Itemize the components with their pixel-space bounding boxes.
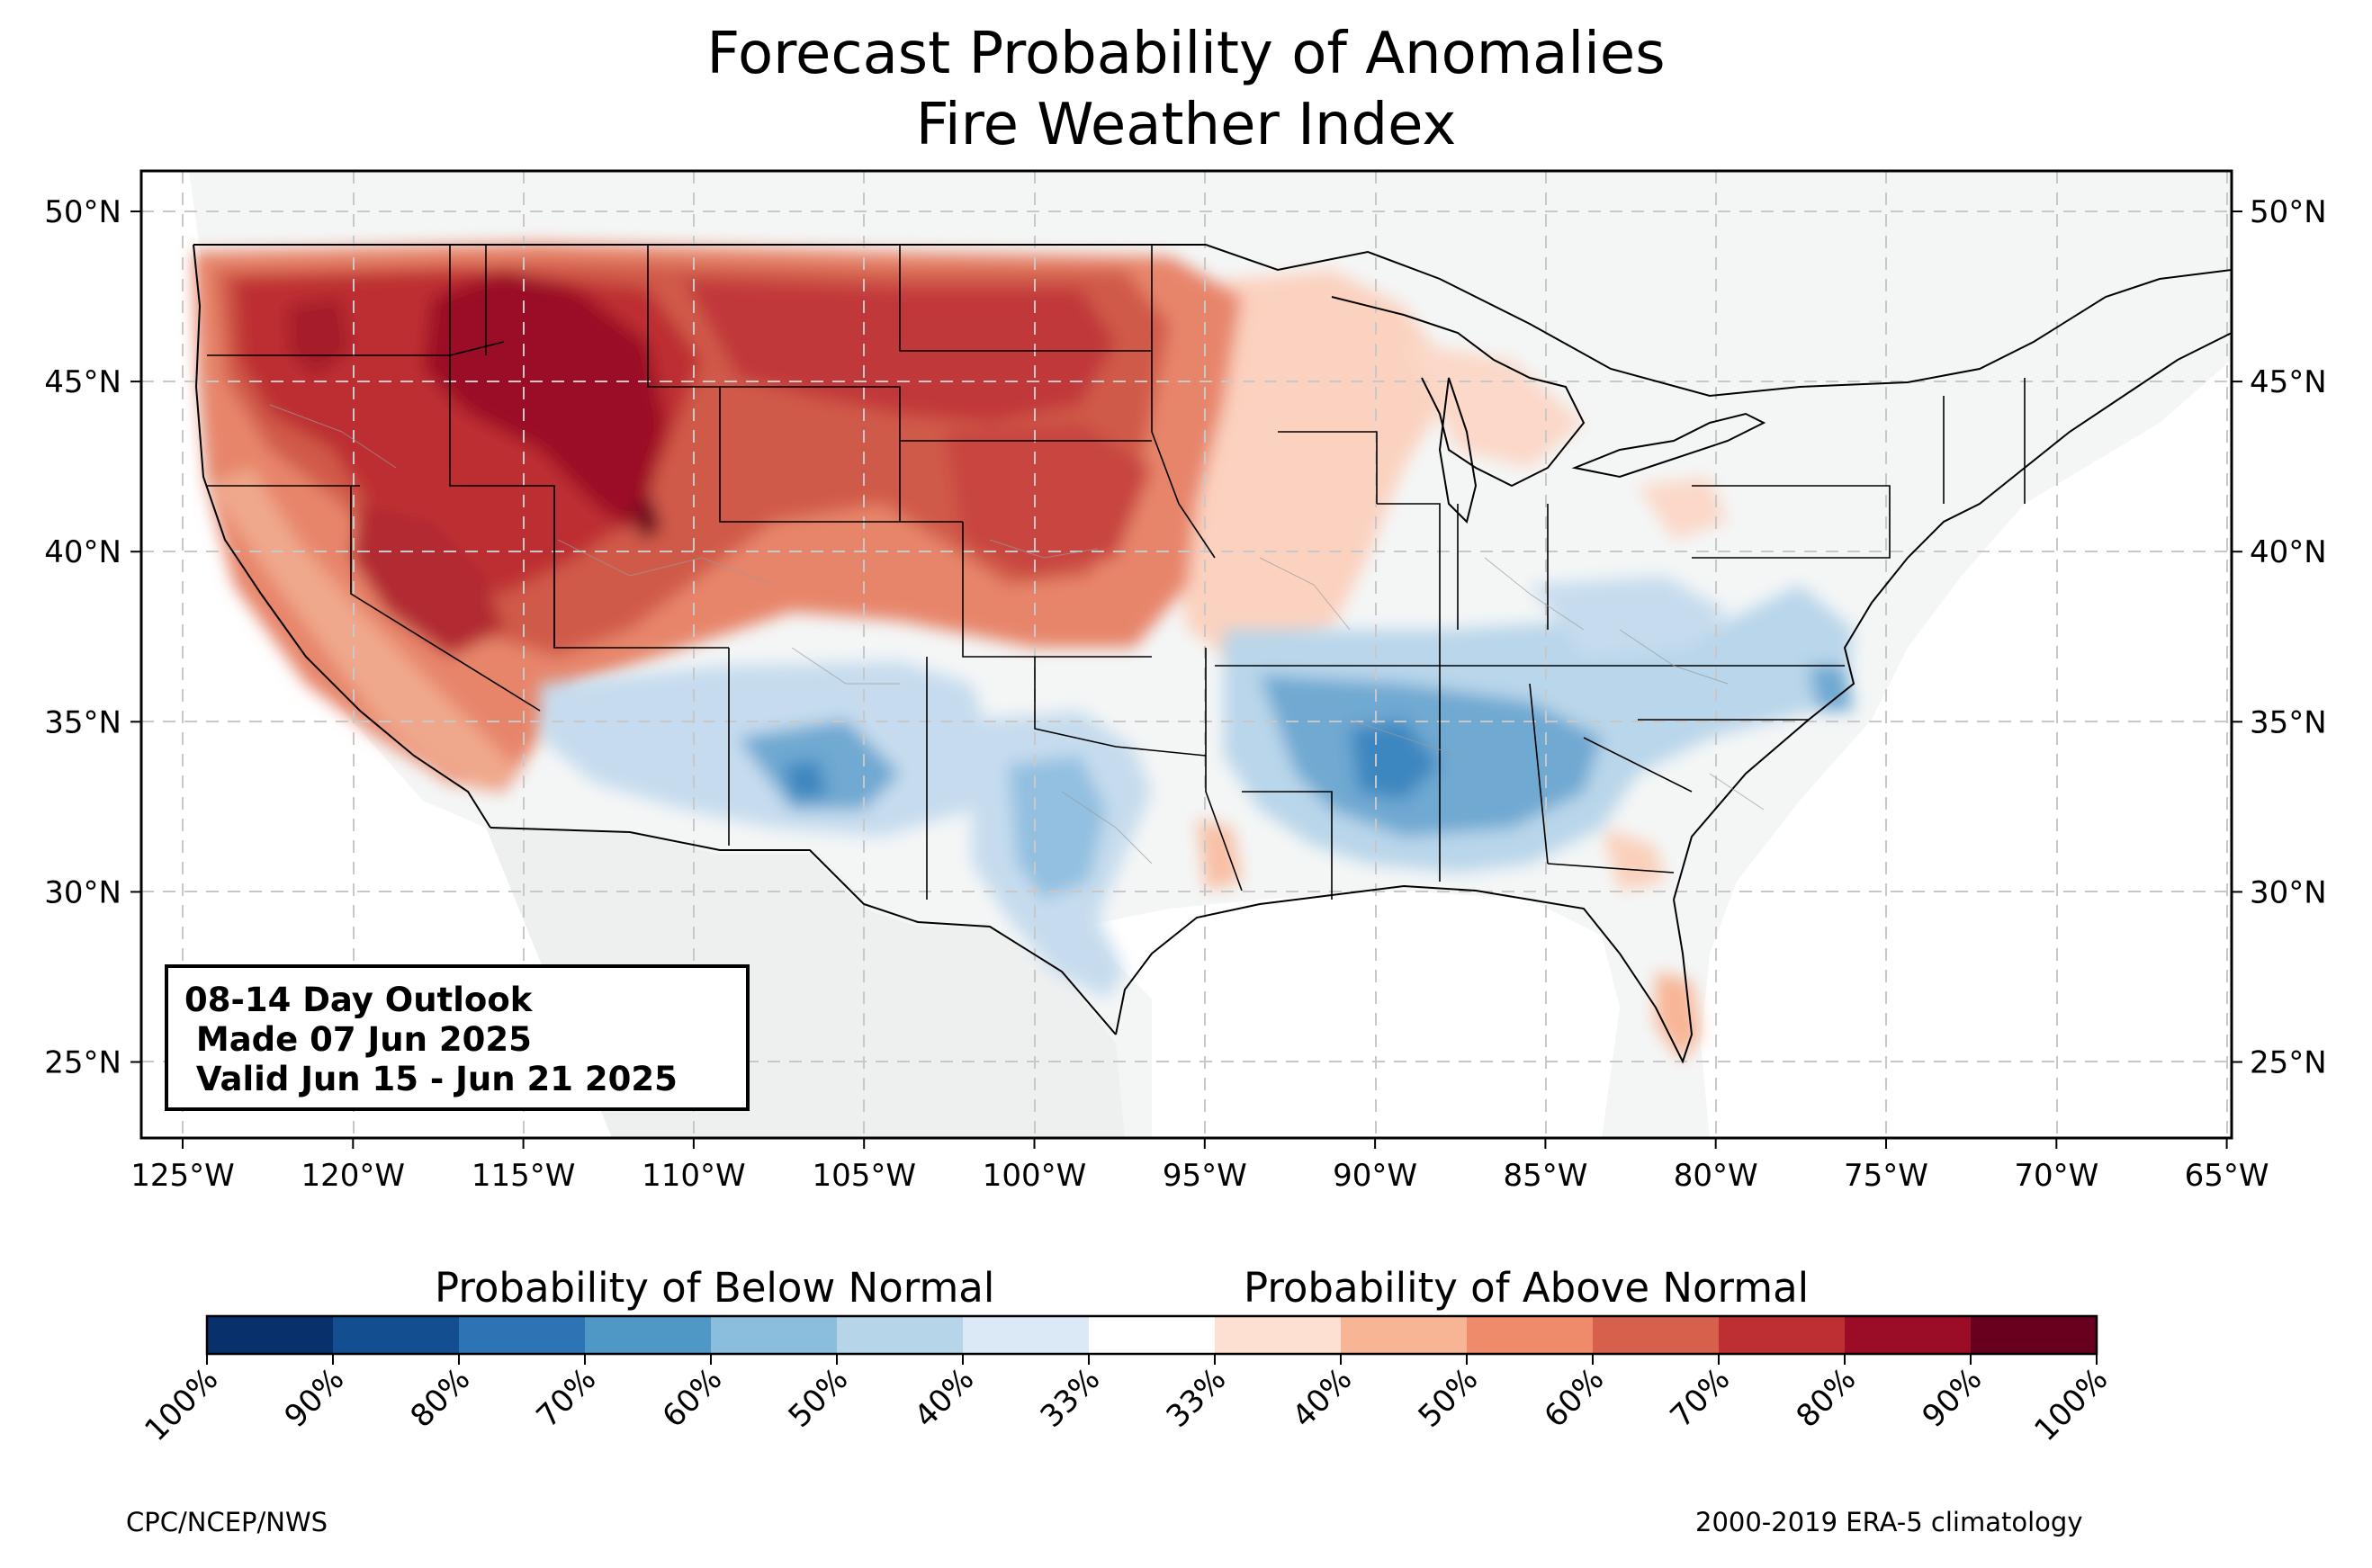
outlook-valid-range: Valid Jun 15 - Jun 21 2025 [184,1060,678,1098]
colorbar-below-label: Probability of Below Normal [435,1264,995,1312]
below-mississippi-70 [1350,720,1440,801]
lon-tick-label: 110°W [642,1158,746,1194]
east-coast [1673,332,2232,900]
above-nevada-80 [351,504,504,657]
below-new-mexico-70 [783,760,828,801]
above-oregon-90 [288,297,351,378]
below-ohio-valley [1530,576,1728,657]
lon-tick-label: 75°W [1844,1158,1928,1194]
west-coast [193,244,491,829]
above-louisiana [1197,819,1242,891]
country-borders [193,244,2232,1064]
lon-tick-label: 80°W [1674,1158,1758,1194]
chart-subtitle: Fire Weather Index [915,92,1457,158]
lon-tick-label: 105°W [812,1158,916,1194]
lon-tick-label: 70°W [2014,1158,2098,1194]
pacific-ocean [141,171,612,1138]
graticule [141,171,2232,1138]
below-texas-60 [1008,756,1107,900]
lat-tick-label-left: 40°N [44,534,121,570]
lat-tick-label-left: 30°N [44,874,121,910]
lat-tick-label-right: 45°N [2250,364,2327,400]
lat-tick-label-left: 35°N [44,704,121,740]
colorbar-above-label: Probability of Above Normal [1244,1264,1810,1312]
lat-tick-label-left: 25°N [44,1045,121,1081]
outlook-info-box: 08-14 Day Outlook Made 07 Jun 2025 Valid… [165,964,750,1111]
lon-tick-label: 115°W [472,1158,576,1194]
above-pennsylvania [1638,477,1728,540]
lon-tick-label: 100°W [983,1158,1087,1194]
lake-erie-ontario [1571,412,1766,479]
above-idaho-90 [423,270,666,531]
lat-tick-label-right: 50°N [2250,194,2327,230]
great-lakes-outline [1331,296,1586,488]
footer-climatology: 2000-2019 ERA-5 climatology [1695,1507,2083,1537]
outlook-period: 08-14 Day Outlook [184,981,533,1019]
below-normal-shading [540,576,1854,999]
above-georgia-coast [1602,828,1665,891]
latitude-axis-right: 50°N 45°N 40°N 35°N 30°N 25°N [2232,194,2327,1081]
gulf-of-mexico [1080,891,1620,1138]
us-canada-border [193,244,2232,398]
lon-tick-label: 125°W [130,1158,235,1194]
longitude-axis: 125°W 120°W 115°W 110°W 105°W 100°W 95°W 90°W 85… [130,1138,2269,1194]
below-virginia-coast [1809,666,1854,711]
county-lines [269,404,1765,865]
above-utah-dark [634,499,661,540]
lat-tick-label-left: 45°N [44,364,121,400]
lat-tick-label-right: 35°N [2250,704,2327,740]
chart-title: Forecast Probability of Anomalies [706,21,1666,87]
footer-source: CPC/NCEP/NWS [126,1507,328,1537]
lat-tick-label-right: 40°N [2250,534,2327,570]
us-mexico-border [490,827,1117,1035]
above-california-coast [207,468,522,792]
lat-tick-label-right: 30°N [2250,874,2327,910]
lon-tick-label: 90°W [1333,1158,1417,1194]
lon-tick-label: 120°W [301,1158,406,1194]
state-borders [207,245,2026,900]
lon-tick-label: 85°W [1503,1158,1587,1194]
above-normal-shading [193,243,1728,1062]
map-frame [139,169,2233,1140]
outlook-made-date: Made 07 Jun 2025 [184,1020,532,1059]
lat-tick-label-left: 50°N [44,194,121,230]
latitude-axis-left: 50°N 45°N 40°N 35°N 30°N 25°N [44,194,141,1081]
lon-tick-label: 65°W [2185,1158,2269,1194]
lake-michigan [1438,377,1478,524]
atlantic-ocean [1701,360,2232,1138]
lon-tick-label: 95°W [1163,1158,1247,1194]
gulf-coast [1115,884,1694,1064]
lat-tick-label-right: 25°N [2250,1045,2327,1081]
above-nebraska-70 [945,423,1152,576]
above-great-lakes [1404,342,1584,468]
